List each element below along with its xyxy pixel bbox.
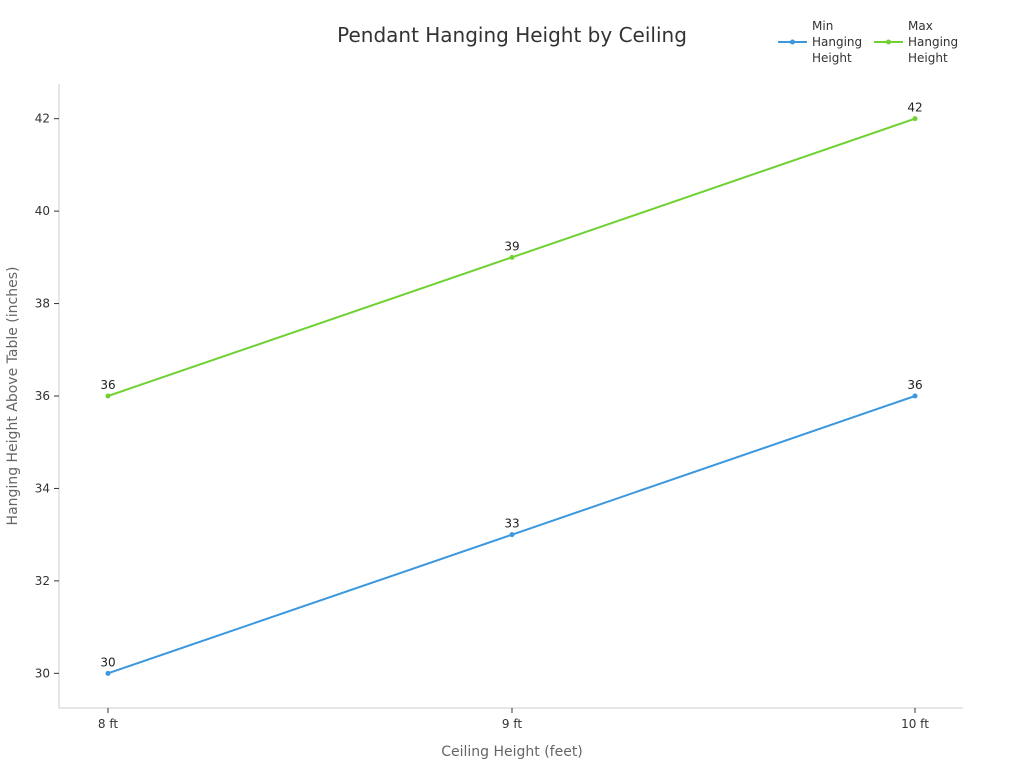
legend-swatch-marker bbox=[790, 39, 795, 45]
data-label: 33 bbox=[504, 517, 519, 531]
data-point bbox=[105, 670, 111, 676]
x-tick-label: 9 ft bbox=[502, 717, 522, 731]
y-axis-title: Hanging Height Above Table (inches) bbox=[5, 267, 21, 526]
legend-label-line: Height bbox=[812, 51, 852, 65]
legend-label-line: Height bbox=[908, 51, 948, 65]
x-tick-label: 10 ft bbox=[901, 717, 929, 731]
y-tick-label: 42 bbox=[35, 112, 50, 126]
data-label: 42 bbox=[907, 101, 922, 115]
legend-label: Max Hanging Height bbox=[908, 19, 958, 65]
data-point bbox=[509, 254, 515, 260]
y-axis-ticks: 30 32 34 36 38 40 42 bbox=[35, 112, 59, 680]
data-point bbox=[509, 532, 515, 538]
data-point bbox=[105, 393, 111, 399]
legend-label-line: Min bbox=[812, 19, 833, 33]
chart-title: Pendant Hanging Height by Ceiling bbox=[337, 23, 687, 47]
series-layer: 30 33 36 36 39 42 bbox=[100, 101, 923, 676]
data-label: 36 bbox=[100, 378, 115, 392]
legend-label: Min Hanging Height bbox=[812, 19, 862, 65]
series-max: 36 39 42 bbox=[100, 101, 923, 399]
legend-label-line: Hanging bbox=[812, 35, 862, 49]
y-tick-label: 34 bbox=[35, 481, 50, 495]
series-min: 30 33 36 bbox=[100, 378, 923, 676]
data-label: 30 bbox=[100, 655, 115, 669]
y-tick-label: 32 bbox=[35, 574, 50, 588]
y-tick-label: 30 bbox=[35, 666, 50, 680]
x-axis-ticks: 8 ft 9 ft 10 ft bbox=[98, 708, 929, 731]
legend: Min Hanging Height Max Hanging Height bbox=[778, 19, 958, 65]
data-label: 36 bbox=[907, 378, 922, 392]
legend-item: Min Hanging Height bbox=[778, 19, 862, 65]
legend-label-line: Hanging bbox=[908, 35, 958, 49]
x-axis-title: Ceiling Height (feet) bbox=[441, 744, 583, 760]
data-point bbox=[912, 116, 918, 122]
data-label: 39 bbox=[504, 239, 519, 253]
legend-swatch-marker bbox=[886, 39, 891, 45]
y-tick-label: 38 bbox=[35, 297, 50, 311]
y-tick-label: 36 bbox=[35, 389, 50, 403]
legend-label-line: Max bbox=[908, 19, 933, 33]
y-tick-label: 40 bbox=[35, 204, 50, 218]
x-tick-label: 8 ft bbox=[98, 717, 118, 731]
data-point bbox=[912, 393, 918, 399]
legend-item: Max Hanging Height bbox=[874, 19, 958, 65]
